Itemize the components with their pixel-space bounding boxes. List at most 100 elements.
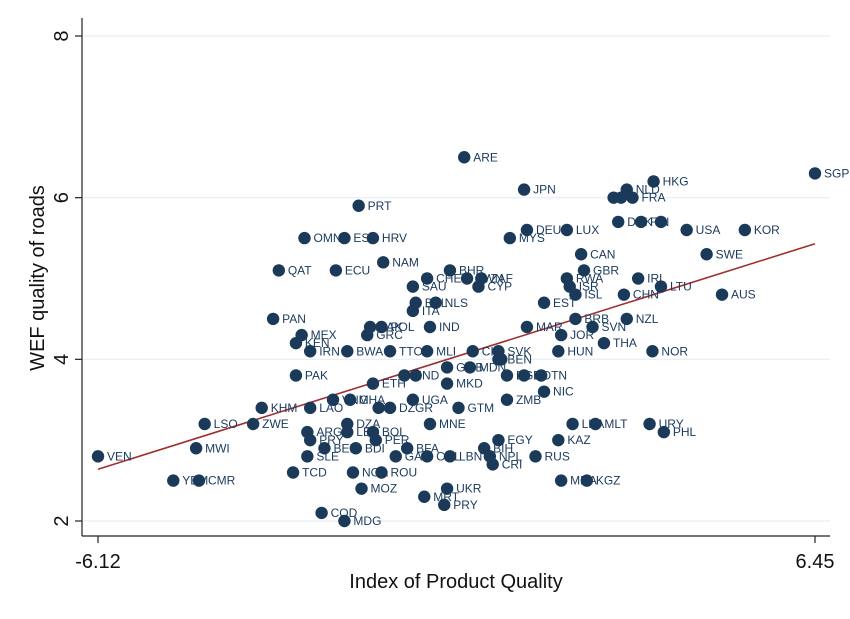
point-label: MYS bbox=[519, 231, 545, 245]
data-point bbox=[569, 288, 582, 301]
point-label: LKA bbox=[582, 417, 605, 431]
data-point bbox=[289, 336, 303, 350]
point-label: ZWE bbox=[262, 417, 289, 431]
point-label: PRT bbox=[368, 199, 392, 213]
point-label: PRY bbox=[453, 498, 477, 512]
point-label: ZAF bbox=[490, 272, 513, 286]
point-label: RUS bbox=[545, 449, 570, 463]
point-label: KOR bbox=[754, 223, 780, 237]
point-label: KEN bbox=[305, 336, 330, 350]
point-label: POL bbox=[390, 320, 414, 334]
point-label: ISR bbox=[579, 280, 599, 294]
data-point bbox=[192, 474, 206, 487]
point-label: DZGR bbox=[399, 401, 433, 415]
data-point bbox=[552, 433, 565, 447]
point-label: BFA bbox=[416, 441, 439, 455]
x-tick-label: 6.45 bbox=[796, 551, 835, 573]
data-point bbox=[486, 458, 499, 471]
point-label: OMN bbox=[313, 231, 341, 245]
point-label: GMB bbox=[456, 360, 483, 374]
data-point bbox=[318, 442, 331, 455]
data-point bbox=[517, 369, 531, 382]
data-point bbox=[472, 280, 485, 293]
data-point bbox=[246, 417, 260, 431]
point-label: USA bbox=[696, 223, 721, 237]
point-label: PRY bbox=[319, 433, 343, 447]
data-point bbox=[569, 312, 582, 326]
point-label: GTM bbox=[467, 401, 494, 415]
point-label: SVN bbox=[602, 320, 627, 334]
point-label: NLD bbox=[636, 183, 660, 197]
point-label: ROTN bbox=[533, 369, 567, 383]
data-point bbox=[458, 151, 471, 164]
data-point bbox=[620, 312, 633, 326]
point-label: SLE bbox=[316, 449, 339, 463]
gridlines bbox=[82, 35, 830, 522]
data-point bbox=[329, 264, 343, 277]
point-label: MEX bbox=[311, 328, 337, 342]
data-point bbox=[372, 401, 385, 415]
data-point bbox=[626, 191, 639, 204]
y-tick-label: 8 bbox=[51, 30, 73, 41]
point-label: KHM bbox=[271, 401, 298, 415]
point-label: CMR bbox=[208, 474, 236, 488]
data-point bbox=[452, 401, 465, 415]
point-label: SWE bbox=[716, 247, 743, 261]
point-label: NLS bbox=[445, 296, 468, 310]
data-point bbox=[406, 393, 420, 406]
data-point bbox=[614, 191, 628, 204]
point-label: GBR bbox=[593, 263, 619, 277]
data-point bbox=[377, 256, 390, 269]
axes: 2 4 6 8 -6.12 6.45 bbox=[51, 18, 834, 573]
point-label: JOR bbox=[570, 328, 594, 342]
data-point bbox=[715, 288, 729, 301]
point-label: ETH bbox=[382, 377, 406, 391]
point-label: NPL bbox=[499, 449, 523, 463]
data-point bbox=[535, 369, 548, 382]
point-label: ARE bbox=[473, 150, 498, 164]
data-point bbox=[420, 345, 434, 358]
y-tick-label: 2 bbox=[51, 515, 73, 526]
point-label: ECU bbox=[345, 263, 370, 277]
data-point bbox=[612, 215, 625, 229]
data-point bbox=[589, 417, 602, 431]
data-point bbox=[566, 417, 579, 431]
point-label: MLT bbox=[604, 417, 628, 431]
data-point bbox=[443, 450, 457, 463]
point-label: EGY bbox=[507, 433, 532, 447]
data-point bbox=[326, 393, 340, 406]
point-label: KAZ bbox=[567, 433, 590, 447]
data-point bbox=[423, 320, 437, 334]
data-point bbox=[654, 215, 668, 229]
point-label: MDG bbox=[353, 514, 381, 528]
point-label: RWA bbox=[576, 272, 603, 286]
data-point bbox=[560, 223, 574, 237]
point-label: BEN bbox=[333, 441, 358, 455]
point-label: LBR bbox=[356, 425, 380, 439]
data-point bbox=[420, 272, 434, 285]
data-point bbox=[520, 320, 534, 334]
data-point bbox=[303, 433, 317, 447]
data-point bbox=[272, 264, 286, 277]
data-point bbox=[255, 401, 268, 415]
point-label: MOZ bbox=[371, 482, 398, 496]
data-point bbox=[552, 345, 565, 358]
data-point bbox=[303, 345, 317, 358]
data-point bbox=[643, 417, 656, 431]
data-point bbox=[463, 361, 477, 374]
data-point bbox=[418, 490, 431, 503]
data-point bbox=[398, 369, 411, 382]
point-label: NOR bbox=[661, 344, 688, 358]
data-point bbox=[503, 231, 517, 245]
point-label: CHN bbox=[633, 288, 659, 302]
point-label: FRA bbox=[641, 191, 665, 205]
data-point bbox=[537, 385, 551, 398]
data-point bbox=[298, 231, 311, 245]
point-label: HRV bbox=[382, 231, 407, 245]
data-point bbox=[520, 223, 534, 237]
point-label: MDA bbox=[570, 474, 597, 488]
point-label: PHL bbox=[673, 425, 697, 439]
point-label: CHE bbox=[436, 272, 461, 286]
data-point bbox=[352, 199, 365, 212]
